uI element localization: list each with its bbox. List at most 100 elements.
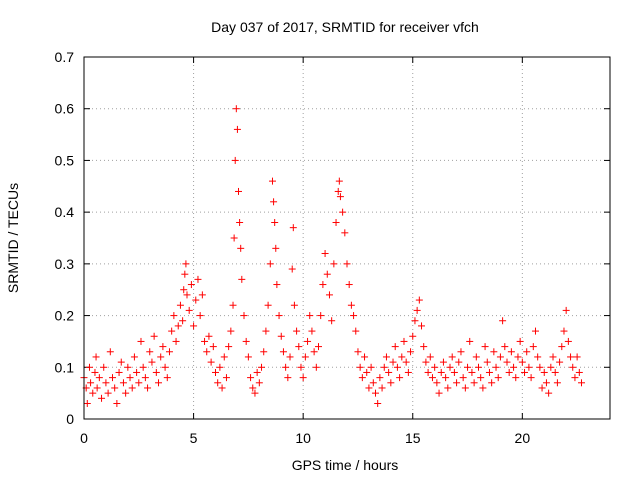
data-point (270, 198, 278, 206)
data-point (415, 296, 423, 304)
data-point (203, 348, 211, 356)
data-point (308, 327, 316, 335)
data-point (431, 363, 439, 371)
data-point (367, 363, 375, 371)
data-point (102, 379, 110, 387)
data-point (174, 322, 182, 330)
data-point (236, 218, 244, 226)
data-point (376, 374, 384, 382)
data-point (558, 343, 566, 351)
data-point (494, 374, 502, 382)
data-point (183, 291, 191, 299)
data-point (220, 353, 228, 361)
data-point (569, 363, 577, 371)
data-point (212, 368, 219, 376)
data-point (172, 337, 180, 345)
data-point (328, 317, 336, 325)
data-point (295, 343, 303, 351)
data-point (321, 250, 329, 258)
data-point (124, 363, 132, 371)
data-point (446, 363, 454, 371)
data-point (91, 368, 99, 376)
data-point (312, 363, 320, 371)
data-point (277, 332, 285, 340)
y-tick-label: 0.7 (55, 49, 75, 65)
y-tick-label: 0.3 (55, 256, 75, 272)
data-point (170, 312, 178, 320)
data-point (251, 389, 259, 397)
data-point (152, 368, 160, 376)
data-point (564, 337, 572, 345)
data-point (290, 301, 298, 309)
data-point (523, 348, 531, 356)
data-point (268, 177, 276, 185)
data-point (157, 353, 165, 361)
data-point (180, 286, 188, 294)
data-point (389, 358, 397, 366)
data-point (319, 281, 327, 289)
data-point (363, 368, 371, 376)
data-point (534, 353, 542, 361)
data-point (229, 301, 237, 309)
data-point (514, 353, 522, 361)
data-point (510, 363, 518, 371)
data-point (279, 348, 287, 356)
data-point (448, 353, 456, 361)
data-point (237, 244, 245, 252)
data-point (230, 234, 238, 242)
data-point (496, 353, 504, 361)
data-point (409, 332, 417, 340)
data-point (150, 332, 158, 340)
y-tick-label: 0.4 (55, 204, 75, 220)
data-point (130, 353, 138, 361)
y-tick-label: 0.1 (55, 359, 75, 375)
data-point (413, 306, 421, 314)
data-point (301, 353, 309, 361)
data-point (527, 374, 535, 382)
data-point (485, 368, 493, 376)
data-point (472, 353, 480, 361)
data-point (521, 368, 529, 376)
data-point (133, 368, 141, 376)
data-point (358, 374, 366, 382)
data-point (343, 260, 351, 268)
data-point (339, 208, 347, 216)
data-point (437, 368, 445, 376)
data-point (225, 343, 233, 351)
y-axis-label: SRMTID / TECUs (5, 183, 21, 293)
data-point (207, 358, 215, 366)
data-point (387, 379, 395, 387)
data-point (347, 301, 355, 309)
data-point (418, 322, 426, 330)
data-point (117, 358, 125, 366)
data-point (398, 353, 406, 361)
data-point (374, 399, 382, 407)
data-point (551, 368, 559, 376)
data-point (424, 368, 432, 376)
axis-ticks: 0 0.1 0.2 0.3 0.4 0.5 0.6 0.7 0 5 10 15 20 (55, 49, 610, 446)
data-point (260, 348, 268, 356)
data-point (490, 348, 498, 356)
data-point (560, 327, 568, 335)
data-point (435, 389, 443, 397)
data-point (192, 296, 200, 304)
data-point (126, 374, 134, 382)
data-point (196, 312, 204, 320)
data-point (571, 374, 579, 382)
data-point (529, 343, 537, 351)
data-point (137, 337, 145, 345)
x-tick-label: 15 (405, 430, 421, 446)
data-point (205, 332, 213, 340)
data-point (444, 384, 452, 392)
data-points (80, 105, 586, 407)
data-point (361, 353, 369, 361)
data-point (439, 358, 447, 366)
data-point (556, 358, 564, 366)
data-point (185, 306, 193, 314)
data-point (345, 281, 353, 289)
data-point (479, 384, 487, 392)
data-point (518, 358, 526, 366)
data-point (93, 384, 101, 392)
data-point (378, 384, 386, 392)
